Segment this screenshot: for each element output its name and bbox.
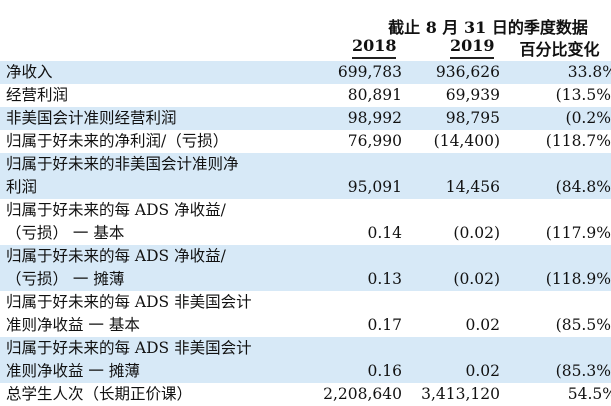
row-label-line1: 经营利润 [6,86,69,104]
value-2018: 2,208,640 [323,385,402,403]
value-2018: 0.13 [306,245,402,291]
row-label: 归属于好未来的非美国会计准则净 利润 [0,153,306,199]
value-2019: 3,413,120 [421,385,500,403]
value-change: (13.5%) [555,86,611,104]
value-change: (118.9%) [500,245,611,291]
value-2019: 14,456 [402,153,500,199]
row-label: 归属于好未来的每 ADS 净收益/ （亏损） 一 摊薄 [0,245,306,291]
table-title: 截止 8 月 31 日的季度数据 [388,18,588,37]
row-label-line1: 净收入 [6,63,53,81]
column-header-2019: 2019 [450,36,495,59]
table-row: 归属于好未来的每 ADS 净收益/ （亏损） 一 摊薄 0.13 (0.02) (… [0,245,611,291]
row-label: 总学生人次（长期正价课） [0,383,306,406]
table-row: 净收入 699,783 936,626 33.8% [0,61,611,84]
value-2018: 98,992 [306,107,402,130]
table-row: 归属于好未来的每 ADS 非美国会计 准则净收益 一 基本 0.17 0.02 (… [0,291,611,337]
value-2018: 699,783 [306,61,402,84]
value-change: (84.8%) [500,153,611,199]
table-row: 总学生人次（长期正价课） 2,208,640 3,413,120 54.5% [0,383,611,406]
row-label-line1: 归属于好未来的净利润/（亏损） [6,132,229,150]
value-2019: 0.02 [402,337,500,383]
row-label-line1: 归属于好未来的每 ADS 净收益/ [6,247,226,265]
column-header-2018: 2018 [352,36,397,59]
row-label: 非美国会计准则经营利润 [0,107,306,130]
table-row: 经营利润 80,891 69,939 (13.5%) [0,84,611,107]
value-2018: 0.16 [306,337,402,383]
value-2019: 69,939 [445,86,500,104]
value-change: 54.5% [567,385,611,403]
value-2019: 98,795 [402,107,500,130]
row-label-line1: 归属于好未来的每 ADS 非美国会计 [6,293,252,311]
value-change: (85.5%) [555,316,611,334]
value-2019: (0.02) [402,245,500,291]
value-2018: 80,891 [347,86,402,104]
row-label-line2: 准则净收益 一 基本 [6,316,140,334]
value-2018: 0.17 [367,316,402,334]
value-2018: 76,990 [347,132,402,150]
value-change: (117.9%) [545,224,611,242]
value-2018: 95,091 [306,153,402,199]
value-2019: 936,626 [402,61,500,84]
value-2019: (14,400) [433,132,500,150]
row-label: 归属于好未来的净利润/（亏损） [0,130,306,153]
value-2019: 0.02 [465,316,500,334]
value-change: (118.7%) [545,132,611,150]
table-row: 归属于好未来的每 ADS 净收益/ （亏损） 一 基本 0.14 (0.02) (… [0,199,611,245]
row-label-line2: 准则净收益 一 摊薄 [6,362,140,380]
data-table: 净收入 699,783 936,626 33.8% 经营利润 80,891 69… [0,61,611,406]
table-body: 净收入 699,783 936,626 33.8% 经营利润 80,891 69… [0,61,611,406]
table-row: 归属于好未来的净利润/（亏损） 76,990 (14,400) (118.7%) [0,130,611,153]
row-label: 归属于好未来的每 ADS 非美国会计 准则净收益 一 基本 [0,291,306,337]
row-label-line1: 归属于好未来的每 ADS 非美国会计 [6,339,252,357]
row-label: 净收入 [0,61,306,84]
row-label: 经营利润 [0,84,306,107]
row-label-line2: 利润 [6,178,38,196]
row-label-line2: （亏损） 一 基本 [6,224,125,242]
row-label-line1: 归属于好未来的非美国会计准则净 [6,155,239,173]
column-header-change: 百分比变化 [516,36,603,64]
row-label: 归属于好未来的每 ADS 非美国会计 准则净收益 一 摊薄 [0,337,306,383]
value-2018: 0.14 [367,224,402,242]
row-label: 归属于好未来的每 ADS 净收益/ （亏损） 一 基本 [0,199,306,245]
value-change: (85.3%) [500,337,611,383]
row-label-line2: （亏损） 一 摊薄 [6,270,125,288]
table-row: 非美国会计准则经营利润 98,992 98,795 (0.2%) [0,107,611,130]
row-label-line1: 总学生人次（长期正价课） [6,385,193,403]
table-row: 归属于好未来的非美国会计准则净 利润 95,091 14,456 (84.8%) [0,153,611,199]
row-label-line1: 归属于好未来的每 ADS 净收益/ [6,201,226,219]
table-row: 归属于好未来的每 ADS 非美国会计 准则净收益 一 摊薄 0.16 0.02 (… [0,337,611,383]
value-change: 33.8% [500,61,611,84]
value-2019: (0.02) [453,224,500,242]
row-label-line1: 非美国会计准则经营利润 [6,109,177,127]
column-header-row: 2018 2019 百分比变化 [0,36,611,64]
value-change: (0.2%) [500,107,611,130]
